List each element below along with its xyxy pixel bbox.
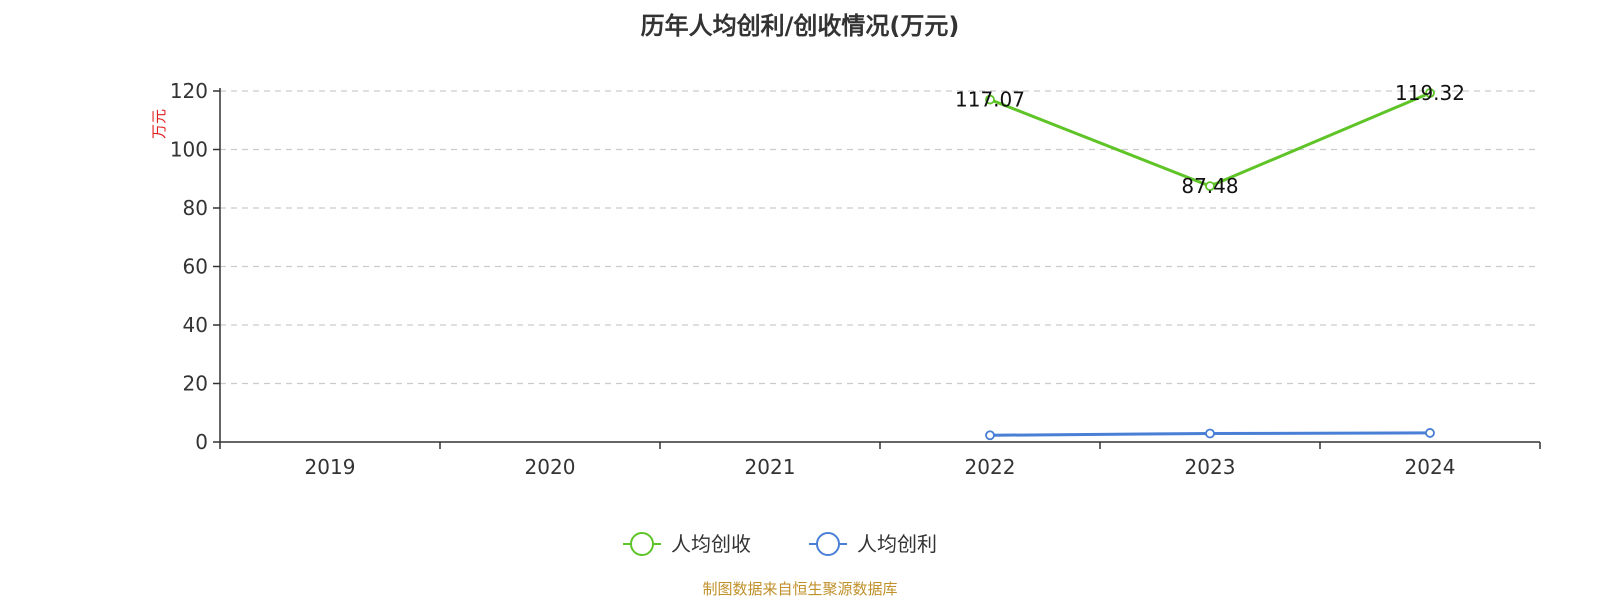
chart-title: 历年人均创利/创收情况(万元) xyxy=(641,12,960,40)
y-tick-label: 0 xyxy=(195,430,208,454)
x-tick-label: 2021 xyxy=(745,455,796,479)
legend[interactable]: 人均创收 人均创利 xyxy=(623,532,937,556)
legend-marker xyxy=(816,532,840,556)
y-tick-label: 60 xyxy=(183,255,208,279)
series-lines xyxy=(985,88,1435,441)
y-tick-label: 120 xyxy=(170,79,208,103)
legend-marker xyxy=(630,532,654,556)
x-tick-label: 2020 xyxy=(525,455,576,479)
y-axis-label: 万元 xyxy=(150,109,168,139)
x-tick-label: 2024 xyxy=(1405,455,1456,479)
legend-label: 人均创收 xyxy=(671,532,751,556)
axes: 0 20 40 60 80 100 120 2019 2020 2021 2022 2023 2024 xyxy=(170,79,1541,479)
x-tick-label: 2019 xyxy=(305,455,356,479)
y-tick-label: 40 xyxy=(183,313,208,337)
data-point[interactable] xyxy=(1425,88,1435,98)
x-tick-label: 2022 xyxy=(965,455,1016,479)
data-label: 119.32 xyxy=(1395,81,1465,105)
data-point[interactable] xyxy=(985,430,995,441)
data-point[interactable] xyxy=(1205,428,1215,439)
data-point[interactable] xyxy=(985,94,995,105)
grid-lines xyxy=(220,90,1540,385)
y-tick-label: 20 xyxy=(183,372,208,396)
series-line xyxy=(989,91,1431,188)
legend-label: 人均创利 xyxy=(857,532,937,556)
data-label: 117.07 xyxy=(955,88,1025,112)
y-tick-label: 100 xyxy=(170,138,208,162)
data-labels: 117.07 87.48 119.32 xyxy=(955,81,1465,198)
legend-item[interactable]: 人均创收 xyxy=(623,532,751,556)
data-point[interactable] xyxy=(1425,428,1435,438)
data-point[interactable] xyxy=(1205,181,1215,192)
source-note: 制图数据来自恒生聚源数据库 xyxy=(702,580,897,598)
legend-item[interactable]: 人均创利 xyxy=(809,532,937,556)
data-label: 87.48 xyxy=(1181,174,1238,198)
x-tick-label: 2023 xyxy=(1185,455,1236,479)
y-tick-label: 80 xyxy=(183,196,208,220)
